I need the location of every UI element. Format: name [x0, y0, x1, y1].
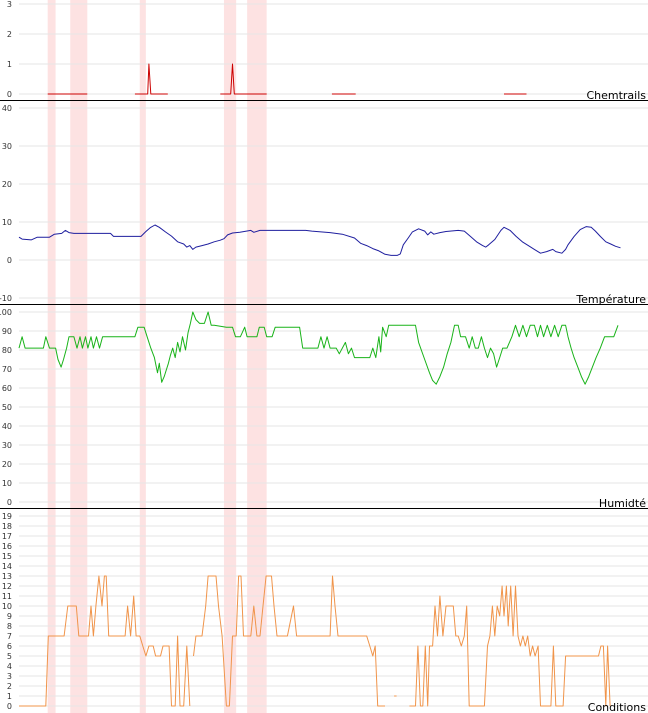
y-tick-label: 9 — [7, 612, 12, 621]
y-tick-label: 30 — [2, 142, 12, 151]
y-tick-label: 8 — [7, 622, 12, 631]
y-tick-label: 5 — [7, 652, 12, 661]
y-tick-label: 10 — [2, 602, 12, 611]
y-tick-label: 7 — [7, 632, 12, 641]
series-line-temperature — [18, 224, 621, 256]
y-tick-label: 10 — [2, 479, 12, 488]
y-tick-label: 20 — [2, 460, 12, 469]
y-tick-label: -10 — [0, 294, 12, 303]
y-tick-label: 0 — [7, 256, 12, 265]
panel-chemtrails: 0 1 2 3 Chemtrails — [0, 0, 648, 102]
y-tick-label: 3 — [7, 0, 12, 9]
y-tick-label: 16 — [2, 542, 12, 551]
y-tick-label: 100 — [0, 308, 12, 317]
y-tick-label: 0 — [7, 90, 12, 99]
series-line-humidity — [18, 311, 619, 385]
y-tick-label: 1 — [7, 60, 12, 69]
highlight-bands — [47, 0, 267, 713]
highlight-band — [223, 0, 237, 713]
y-tick-label: 19 — [2, 512, 12, 521]
y-tick-label: 4 — [7, 662, 12, 671]
y-tick-label: 50 — [2, 403, 12, 412]
y-tick-label: 2 — [7, 682, 12, 691]
series-line-conditions — [19, 575, 191, 707]
y-tick-label: 2 — [7, 30, 12, 39]
series-line-chemtrails — [220, 63, 267, 95]
y-tick-label: 20 — [2, 180, 12, 189]
highlight-band — [70, 0, 88, 713]
y-tick-label: 40 — [2, 422, 12, 431]
y-tick-label: 10 — [2, 218, 12, 227]
series-line-chemtrails — [134, 63, 168, 95]
y-tick-label: 12 — [2, 582, 12, 591]
panel-temperature: -10 0 10 20 30 40 Température — [0, 104, 648, 306]
y-tick-label: 70 — [2, 365, 12, 374]
highlight-band — [247, 0, 267, 713]
y-tick-label: 14 — [2, 562, 12, 571]
y-tick-label: 11 — [2, 592, 12, 601]
y-tick-label: 6 — [7, 642, 12, 651]
y-tick-label: 0 — [7, 498, 12, 507]
y-tick-label: 80 — [2, 346, 12, 355]
highlight-band — [47, 0, 56, 713]
y-tick-label: 0 — [7, 702, 12, 711]
panel-humidity: 0 10 20 30 40 50 60 70 80 90 100 Humidté — [0, 308, 648, 510]
panel-title-chemtrails: Chemtrails — [586, 89, 646, 102]
y-tick-label: 3 — [7, 672, 12, 681]
highlight-band — [139, 0, 146, 713]
panel-title-temperature: Température — [575, 293, 646, 306]
series-line-conditions — [409, 585, 611, 707]
y-tick-label: 60 — [2, 384, 12, 393]
panel-title-conditions: Conditions — [588, 701, 646, 713]
y-tick-label: 15 — [2, 552, 12, 561]
y-tick-label: 30 — [2, 441, 12, 450]
y-tick-label: 40 — [2, 104, 12, 113]
y-tick-label: 18 — [2, 522, 12, 531]
y-tick-label: 90 — [2, 327, 12, 336]
y-tick-label: 13 — [2, 572, 12, 581]
y-tick-label: 17 — [2, 532, 12, 541]
y-tick-label: 1 — [7, 692, 12, 701]
panel-title-humidity: Humidté — [599, 497, 646, 510]
series-line-conditions — [193, 575, 385, 707]
